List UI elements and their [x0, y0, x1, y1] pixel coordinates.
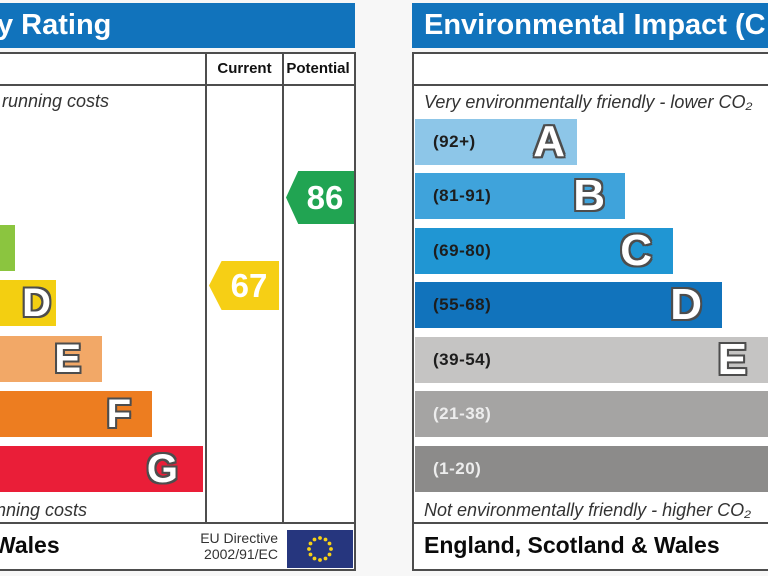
- impact-band-c-bar: (69-80) C: [415, 226, 673, 275]
- energy-band-g-bar: G: [0, 446, 203, 492]
- impact-band-c-range: (69-80): [433, 241, 492, 260]
- impact-footer-region: England, Scotland & Wales: [424, 532, 720, 558]
- environmental-impact-title: Environmental Impact (C: [424, 9, 766, 41]
- impact-band-d-letter: D: [670, 280, 702, 329]
- impact-band-e-bar: (39-54) E: [415, 335, 768, 384]
- impact-band-e-range: (39-54): [433, 350, 492, 369]
- impact-band-f-range: (21-38): [433, 404, 492, 423]
- impact-band-b-range: (81-91): [433, 186, 492, 205]
- impact-band-g-range: (1-20): [433, 459, 482, 478]
- energy-footer-divider: [0, 522, 356, 524]
- impact-band-f-bar: (21-38): [415, 391, 768, 437]
- impact-band-d-bar: (55-68) D: [415, 280, 722, 329]
- energy-band-c-bar: [0, 225, 15, 271]
- eu-flag-icon: [287, 530, 353, 568]
- impact-band-g-bar: (1-20): [415, 446, 768, 492]
- impact-band-d-range: (55-68): [433, 295, 492, 314]
- energy-band-d-letter: D: [22, 280, 51, 325]
- impact-footer-divider: [412, 522, 768, 524]
- impact-band-b-letter: B: [573, 171, 605, 220]
- impact-caption-top: Very environmentally friendly - lower CO…: [424, 92, 753, 112]
- energy-header-divider: [0, 84, 356, 86]
- impact-band-e-letter: E: [717, 335, 747, 384]
- energy-footer-region: Wales: [0, 532, 60, 558]
- eu-directive-line1: EU Directive: [200, 530, 278, 546]
- energy-band-d-bar: D: [0, 280, 56, 326]
- impact-band-c-letter: C: [620, 226, 652, 275]
- energy-band-e-bar: E: [0, 336, 102, 382]
- energy-band-f-bar: F: [0, 391, 152, 437]
- energy-current-column-line: [205, 54, 207, 522]
- energy-potential-column-line: [282, 54, 284, 522]
- energy-caption-bottom: nning costs: [0, 500, 88, 520]
- energy-rating-header: y Rating: [0, 3, 355, 48]
- impact-header-divider: [412, 84, 768, 86]
- impact-band-a-bar: (92+) A: [415, 117, 577, 166]
- potential-rating-arrow: 86: [286, 171, 354, 224]
- energy-band-g-letter: G: [146, 446, 178, 491]
- impact-caption-bottom: Not environmentally friendly - higher CO…: [424, 500, 751, 520]
- eu-directive-line2: 2002/91/EC: [204, 546, 278, 562]
- potential-rating-value: 86: [306, 178, 344, 216]
- energy-band-e-letter: E: [54, 336, 81, 381]
- eu-flag-stars: [307, 536, 333, 562]
- current-rating-arrow: 67: [209, 261, 279, 310]
- current-column-header: Current: [217, 60, 272, 77]
- impact-band-a-letter: A: [533, 117, 565, 166]
- energy-caption-top: running costs: [2, 91, 110, 111]
- eu-directive-text: EU Directive 2002/91/EC: [150, 530, 278, 562]
- environmental-impact-header: Environmental Impact (C: [412, 3, 768, 48]
- energy-band-f-letter: F: [106, 391, 131, 436]
- current-rating-value: 67: [230, 266, 268, 304]
- potential-column-header: Potential: [286, 60, 350, 77]
- energy-rating-title: y Rating: [0, 9, 112, 41]
- impact-band-a-range: (92+): [433, 132, 476, 151]
- impact-band-b-bar: (81-91) B: [415, 171, 625, 220]
